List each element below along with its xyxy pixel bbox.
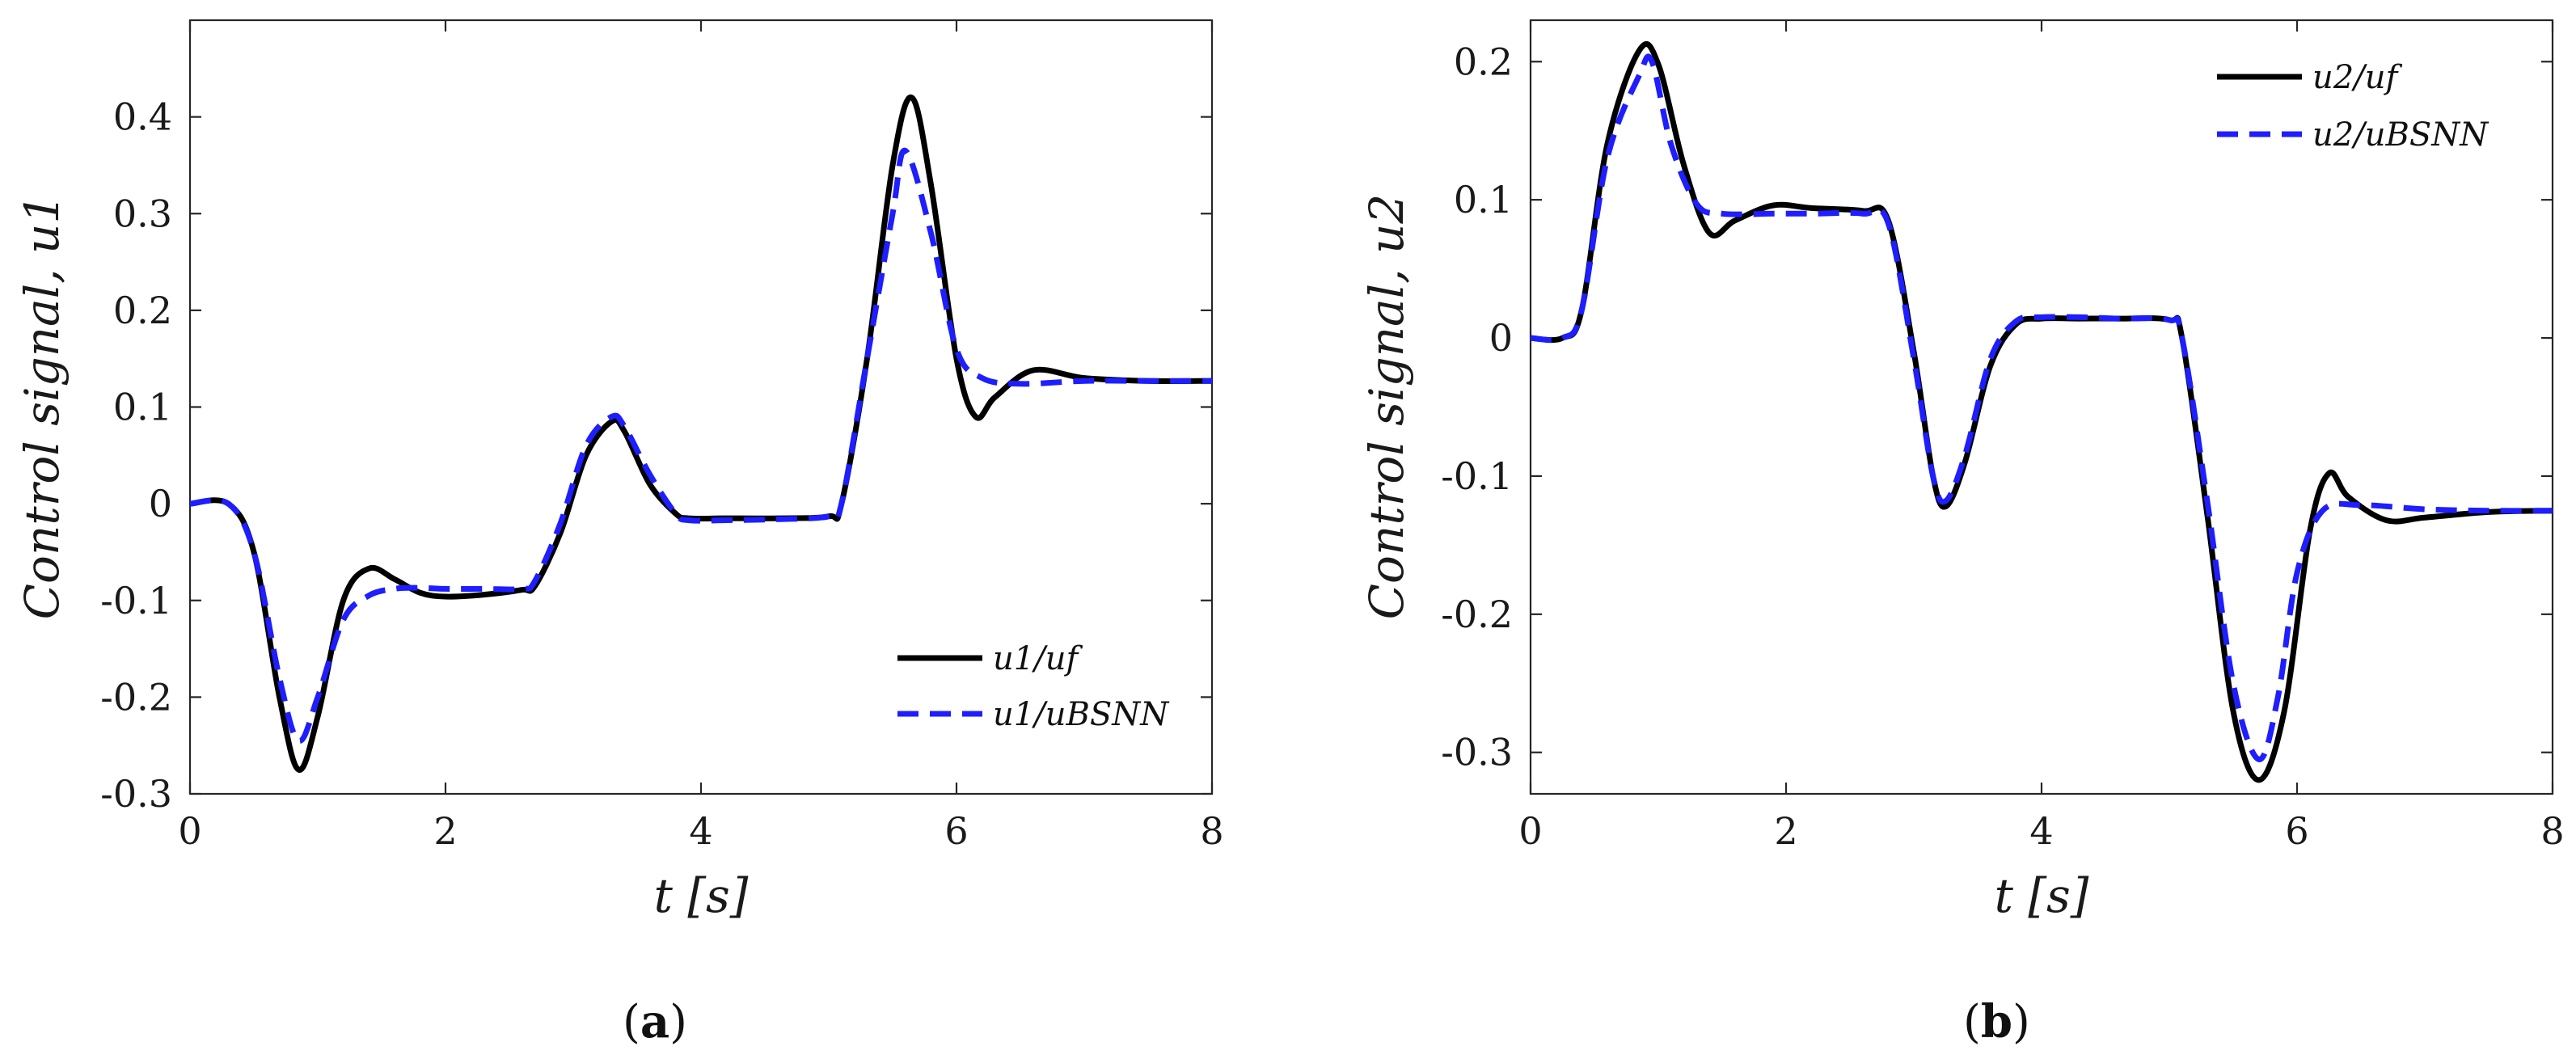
series-line-b-1 <box>1531 53 2553 762</box>
x-tick-label-a-1: 2 <box>433 809 457 853</box>
legend-label-u1-uf: u1/uf <box>993 640 1083 677</box>
y-tick-label-b-3: 0 <box>1489 316 1513 360</box>
legend-a: u1/uf u1/uBSNN <box>897 640 1170 733</box>
panel-a: 0 2 4 6 8 -0.3 -0.2 -0.1 0 0.1 0.2 0.3 0.4 t [s] Con… <box>15 19 1224 1048</box>
series-group-a <box>190 95 1212 773</box>
legend-label-u2-ubsnn: u2/uBSNN <box>2312 116 2489 154</box>
x-tick-label-a-4: 8 <box>1200 809 1223 853</box>
y-tick-label-b-5: 0.2 <box>1454 40 1513 83</box>
y-tick-label-a-4: 0.1 <box>113 386 172 429</box>
x-tick-label-b-1: 2 <box>1774 809 1797 853</box>
panel-b: 0 2 4 6 8 -0.3 -0.2 -0.1 0 0.1 0.2 t [s] Control s… <box>1359 19 2565 1048</box>
y-tick-label-b-1: -0.2 <box>1441 593 1513 636</box>
y-axis-label-a: Control signal, u1 <box>15 194 70 620</box>
y-tick-label-a-6: 0.3 <box>113 192 172 235</box>
plot-area-frame-a <box>188 19 1214 795</box>
tick-labels-a: 0 2 4 6 8 -0.3 -0.2 -0.1 0 0.1 0.2 0.3 0.4 <box>100 95 1223 853</box>
x-tick-label-a-0: 0 <box>178 809 201 853</box>
y-tick-label-a-3: 0 <box>149 482 172 525</box>
legend-b: u2/uf u2/uBSNN <box>2217 59 2489 154</box>
y-tick-label-a-5: 0.2 <box>113 289 172 332</box>
axis-ticks-a <box>188 20 1214 795</box>
series-line-b-0 <box>1531 41 2553 783</box>
y-tick-label-a-0: -0.3 <box>100 772 172 816</box>
legend-label-u2-uf: u2/uf <box>2312 59 2402 96</box>
y-tick-label-b-2: -0.1 <box>1441 454 1513 498</box>
x-tick-label-b-4: 8 <box>2540 809 2564 853</box>
panel-label-a: (a) <box>623 995 687 1048</box>
y-tick-label-a-2: -0.1 <box>100 579 172 622</box>
x-axis-label-b: t [s] <box>1995 868 2089 923</box>
y-tick-label-a-7: 0.4 <box>113 95 172 139</box>
x-axis-label-a: t [s] <box>654 868 749 923</box>
x-tick-label-b-0: 0 <box>1518 809 1542 853</box>
series-group-b <box>1531 41 2553 783</box>
y-axis-label-b: Control signal, u2 <box>1359 194 1414 620</box>
legend-label-u1-ubsnn: u1/uBSNN <box>993 696 1170 733</box>
y-tick-label-a-1: -0.2 <box>100 675 172 719</box>
series-line-a-1 <box>190 147 1212 744</box>
axis-ticks-b <box>1529 20 2554 794</box>
y-tick-label-b-4: 0.1 <box>1454 178 1513 222</box>
tick-labels-b: 0 2 4 6 8 -0.3 -0.2 -0.1 0 0.1 0.2 <box>1441 40 2564 853</box>
x-tick-label-b-3: 6 <box>2285 809 2308 853</box>
x-tick-label-b-2: 4 <box>2029 809 2053 853</box>
x-tick-label-a-2: 4 <box>689 809 712 853</box>
panel-label-b: (b) <box>1963 995 2030 1048</box>
x-tick-label-a-3: 6 <box>944 809 968 853</box>
y-tick-label-b-0: -0.3 <box>1441 731 1513 774</box>
